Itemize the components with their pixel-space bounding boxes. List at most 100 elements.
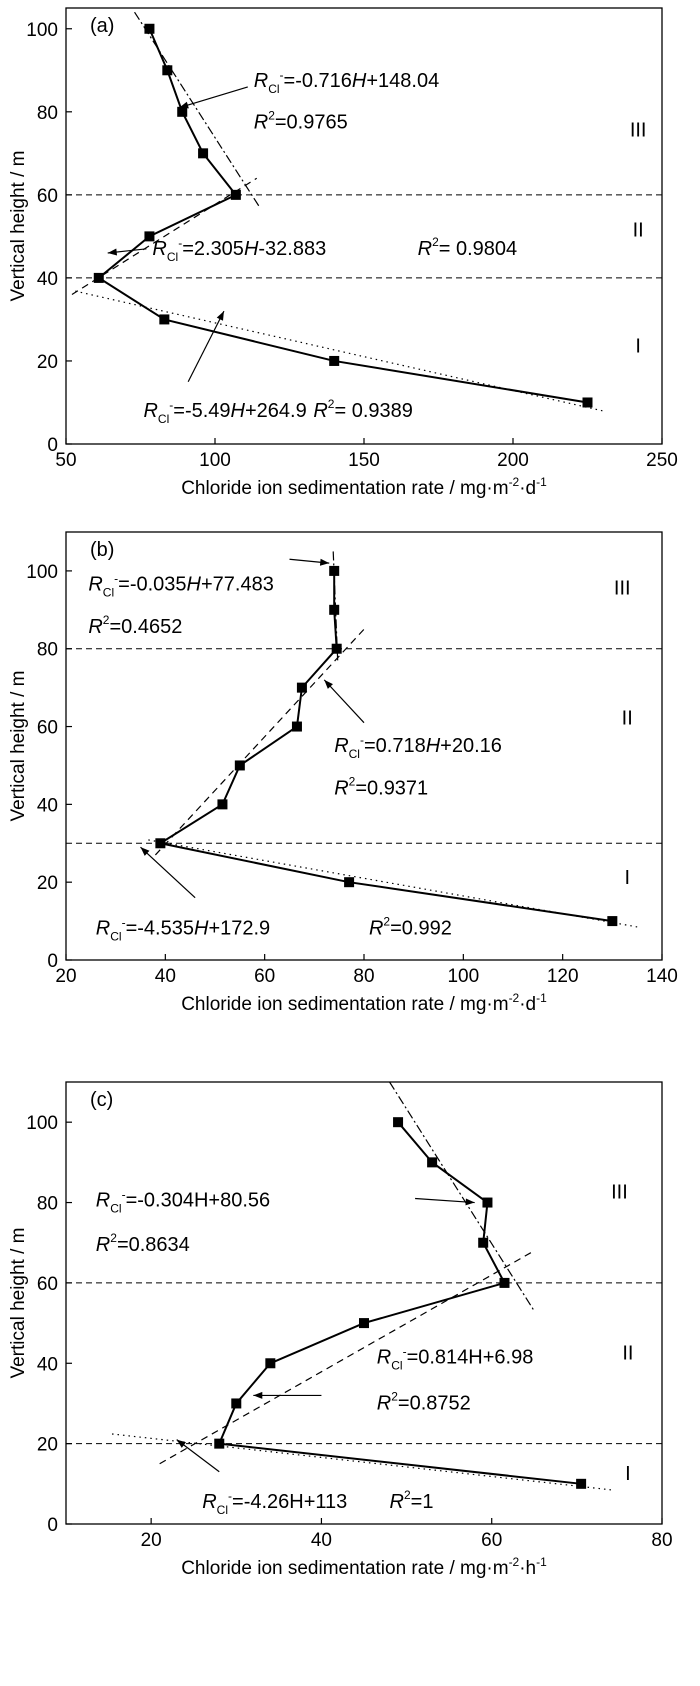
zone-label: III bbox=[611, 1182, 628, 1204]
data-point-marker bbox=[329, 355, 340, 366]
data-point-marker bbox=[359, 1318, 369, 1329]
y-tick-label: 80 bbox=[37, 640, 58, 661]
panel-label: (b) bbox=[90, 539, 114, 561]
arrow-head bbox=[176, 1439, 186, 1448]
fit-equation: RCl-=-5.49H+264.9 bbox=[143, 398, 306, 426]
data-point-marker bbox=[144, 23, 155, 34]
zone-label: II bbox=[622, 1342, 633, 1364]
data-point-marker bbox=[329, 565, 340, 576]
y-axis-label: Vertical height / m bbox=[8, 1227, 29, 1378]
fit-equation: RCl-=0.718H+20.16 bbox=[334, 733, 502, 761]
data-point-marker bbox=[582, 397, 593, 408]
y-tick-label: 100 bbox=[26, 562, 58, 583]
r-squared-label: R2=0.4652 bbox=[88, 613, 182, 638]
x-axis-label: Chloride ion sedimentation rate / mg·m-2… bbox=[181, 475, 547, 499]
data-point-marker bbox=[144, 231, 155, 242]
fit-equation: RCl-=-0.716H+148.04 bbox=[254, 68, 439, 96]
data-point-marker bbox=[214, 1438, 225, 1449]
y-tick-label: 0 bbox=[47, 435, 58, 456]
data-point-marker bbox=[331, 643, 342, 654]
y-tick-label: 60 bbox=[37, 718, 58, 739]
r-squared-label: R2=1 bbox=[390, 1488, 434, 1513]
x-axis-label: Chloride ion sedimentation rate / mg·m-2… bbox=[181, 991, 547, 1015]
data-point-marker bbox=[344, 877, 355, 888]
y-tick-label: 40 bbox=[37, 269, 58, 290]
y-tick-label: 20 bbox=[37, 1435, 58, 1456]
data-point-marker bbox=[155, 838, 166, 849]
arrow-head bbox=[465, 1198, 475, 1206]
data-point-marker bbox=[393, 1117, 404, 1128]
fit-equation: RCl-=2.305H-32.883 bbox=[152, 236, 326, 264]
y-axis-label: Vertical height / m bbox=[8, 150, 29, 301]
y-tick-label: 60 bbox=[37, 186, 58, 207]
data-series-line bbox=[157, 570, 613, 923]
y-tick-label: 80 bbox=[37, 103, 58, 124]
x-tick-label: 60 bbox=[254, 966, 275, 987]
annotation-arrow bbox=[323, 679, 365, 724]
annotation-arrow bbox=[187, 310, 225, 382]
data-point-marker bbox=[198, 148, 209, 159]
data-point-marker bbox=[93, 272, 104, 283]
zone-label: III bbox=[614, 577, 631, 599]
x-axis-label: Chloride ion sedimentation rate / mg·m-2… bbox=[181, 1555, 547, 1579]
arrow-head bbox=[179, 101, 189, 109]
fit-line-dashdot bbox=[134, 11, 261, 208]
x-tick-label: 100 bbox=[199, 450, 231, 471]
r-squared-label: R2=0.9371 bbox=[334, 775, 428, 800]
x-tick-label: 20 bbox=[141, 1530, 162, 1551]
panel-1: 20 40 60 80 100 120 140020406080100(b)Chloride… bbox=[8, 531, 678, 1015]
arrow-head bbox=[140, 847, 150, 856]
y-tick-label: 20 bbox=[37, 873, 58, 894]
data-point-marker bbox=[217, 799, 228, 810]
data-point-marker bbox=[291, 721, 302, 732]
data-point-marker bbox=[296, 682, 307, 693]
panel-2: 20 40 60 80 0 20 40 60 80 100 (c) Chloride ion sedi… bbox=[8, 1081, 673, 1579]
x-tick-label: 200 bbox=[497, 450, 529, 471]
zone-label: I bbox=[635, 336, 641, 358]
r-squared-label: R2=0.9765 bbox=[254, 108, 348, 133]
data-point-marker bbox=[159, 314, 170, 325]
data-point-marker bbox=[162, 65, 173, 76]
panel-label: (c) bbox=[90, 1089, 113, 1111]
r-squared-label: R2= 0.9389 bbox=[313, 397, 413, 422]
data-point-marker bbox=[230, 189, 241, 200]
data-point-marker bbox=[427, 1157, 438, 1168]
data-point-marker bbox=[231, 1398, 242, 1409]
plot-frame bbox=[65, 1081, 663, 1525]
y-tick-label: 80 bbox=[37, 1194, 58, 1215]
data-point-marker bbox=[265, 1358, 276, 1369]
y-tick-label: 20 bbox=[37, 352, 58, 373]
fit-equation: RCl-=0.814H+6.98 bbox=[377, 1344, 534, 1372]
data-point-marker bbox=[478, 1237, 489, 1248]
data-point-marker bbox=[234, 760, 245, 771]
fit-equation: RCl-=-4.535H+172.9 bbox=[96, 916, 270, 944]
data-point-marker bbox=[607, 916, 618, 927]
x-tick-label: 140 bbox=[646, 966, 678, 987]
zone-label: I bbox=[625, 1463, 631, 1485]
r-squared-label: R2=0.992 bbox=[369, 915, 452, 940]
arrow-head bbox=[253, 1391, 263, 1399]
arrow-head bbox=[324, 679, 333, 689]
panel-label: (a) bbox=[90, 15, 114, 37]
fit-equation: RCl-=-0.304H+80.56 bbox=[96, 1188, 270, 1216]
y-tick-label: 60 bbox=[37, 1274, 58, 1295]
y-tick-label: 100 bbox=[26, 1113, 58, 1134]
x-tick-label: 120 bbox=[547, 966, 579, 987]
zone-label: II bbox=[622, 708, 633, 730]
y-tick-label: 40 bbox=[37, 1354, 58, 1375]
y-tick-label: 0 bbox=[47, 951, 58, 972]
data-point-marker bbox=[482, 1197, 493, 1208]
x-tick-label: 50 bbox=[55, 450, 76, 471]
fit-line-dashdot bbox=[389, 1081, 535, 1312]
r-squared-label: R2= 0.9804 bbox=[418, 235, 518, 260]
y-tick-label: 0 bbox=[47, 1515, 58, 1536]
y-tick-label: 40 bbox=[37, 795, 58, 816]
fit-line-dashed bbox=[154, 628, 365, 856]
zone-label: III bbox=[630, 120, 647, 142]
data-point-marker bbox=[329, 604, 340, 615]
y-axis-label: Vertical height / m bbox=[8, 670, 29, 821]
x-tick-label: 150 bbox=[348, 450, 380, 471]
arrow-head bbox=[319, 558, 330, 566]
zone-label: I bbox=[624, 867, 630, 889]
